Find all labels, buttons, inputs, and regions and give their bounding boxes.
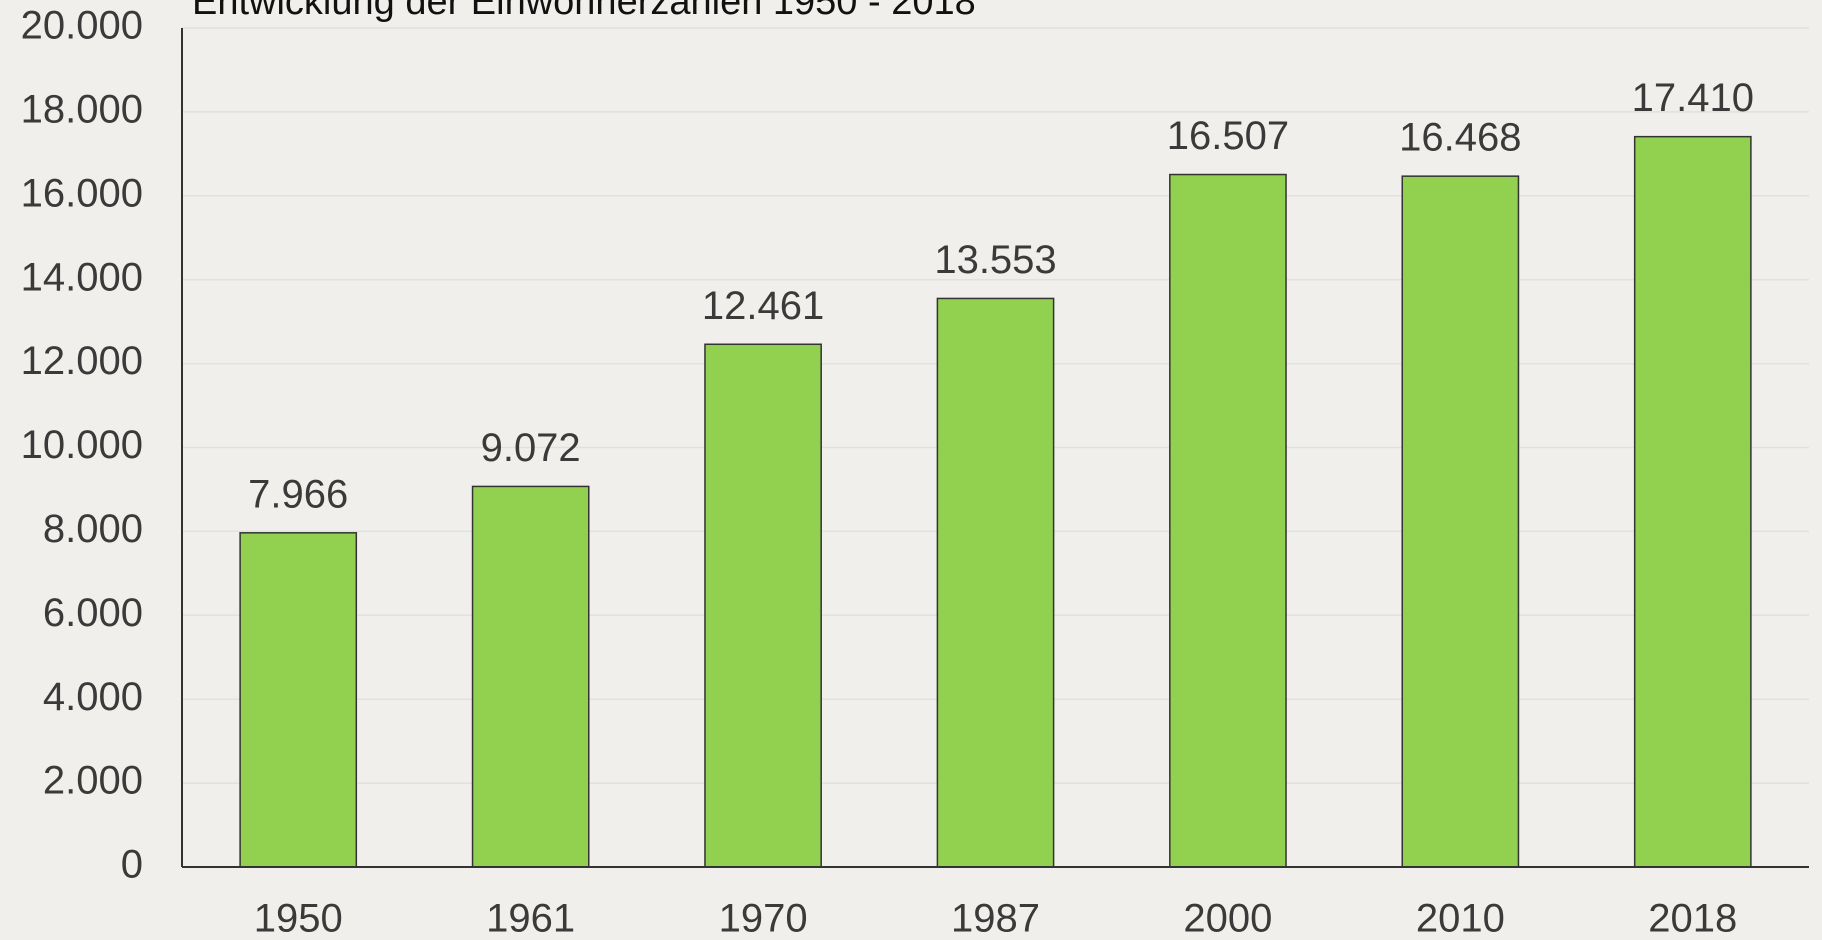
value-label: 17.410: [1632, 76, 1754, 120]
bar: [1633, 135, 1752, 868]
x-tick-label: 2010: [1416, 897, 1505, 940]
bar: [239, 532, 358, 868]
y-tick-label: 14.000: [21, 255, 143, 299]
value-label: 9.072: [481, 426, 581, 470]
bar: [1169, 173, 1287, 868]
y-tick-label: 18.000: [21, 87, 143, 131]
chart-title: Entwicklung der Einwohnerzahlen 1950 - 2…: [192, 0, 976, 23]
value-label: 16.507: [1167, 114, 1289, 158]
bar: [471, 485, 590, 868]
x-tick-label: 1950: [254, 897, 343, 940]
value-label: 16.468: [1399, 116, 1521, 160]
bar: [936, 297, 1055, 868]
x-tick-label: 1961: [486, 897, 575, 940]
x-tick-label: 2018: [1648, 897, 1737, 940]
bar: [704, 343, 822, 868]
y-tick-label: 8.000: [43, 507, 143, 551]
value-label: 7.966: [248, 472, 348, 516]
x-tick-label: 1987: [951, 897, 1040, 940]
y-tick-label: 4.000: [43, 675, 143, 719]
value-label: 13.553: [934, 238, 1056, 282]
bar: [1401, 175, 1520, 868]
x-tick-label: 1970: [719, 897, 808, 940]
y-tick-label: 10.000: [21, 423, 143, 467]
y-tick-label: 16.000: [21, 171, 143, 215]
value-label: 12.461: [702, 284, 824, 328]
y-tick-label: 12.000: [21, 339, 143, 383]
y-tick-label: 0: [121, 843, 143, 887]
y-tick-label: 2.000: [43, 759, 143, 803]
x-tick-label: 2000: [1183, 897, 1272, 940]
y-tick-label: 20.000: [21, 4, 143, 48]
y-tick-label: 6.000: [43, 591, 143, 635]
